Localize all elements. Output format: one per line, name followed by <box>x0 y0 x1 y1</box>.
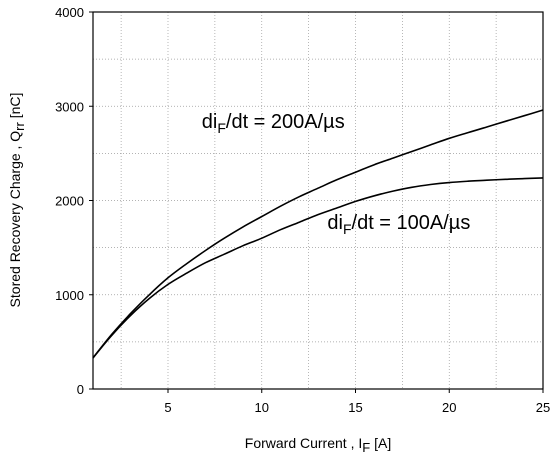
x-tick-label-2: 15 <box>348 400 362 415</box>
annotation-0: diF/dt = 200A/µs <box>202 111 345 136</box>
annotation-1: diF/dt = 100A/µs <box>327 212 470 237</box>
curves <box>92 109 544 359</box>
y-tick-label-2: 2000 <box>55 194 84 209</box>
tick-labels: 5 10 15 20 25 0 1000 2000 3000 4000 <box>55 5 550 415</box>
axis-ticks <box>89 11 544 393</box>
y-tick-label-3: 3000 <box>55 99 84 114</box>
y-tick-label-1: 1000 <box>55 288 84 303</box>
x-tick-label-0: 5 <box>164 400 171 415</box>
x-tick-label-4: 25 <box>536 400 550 415</box>
y-tick-label-0: 0 <box>77 382 84 397</box>
x-tick-label-1: 10 <box>255 400 269 415</box>
x-tick-label-3: 20 <box>442 400 456 415</box>
annotations: diF/dt = 200A/µs diF/dt = 100A/µs <box>202 111 471 237</box>
series-line-1 <box>92 177 544 359</box>
y-axis-label: Stored Recovery Charge , Qrr [nC] <box>7 93 27 308</box>
x-axis-label: Forward Current , IF [A] <box>245 435 391 455</box>
y-tick-label-4: 4000 <box>55 5 84 20</box>
series-line-0 <box>92 109 544 359</box>
grid <box>92 11 544 390</box>
